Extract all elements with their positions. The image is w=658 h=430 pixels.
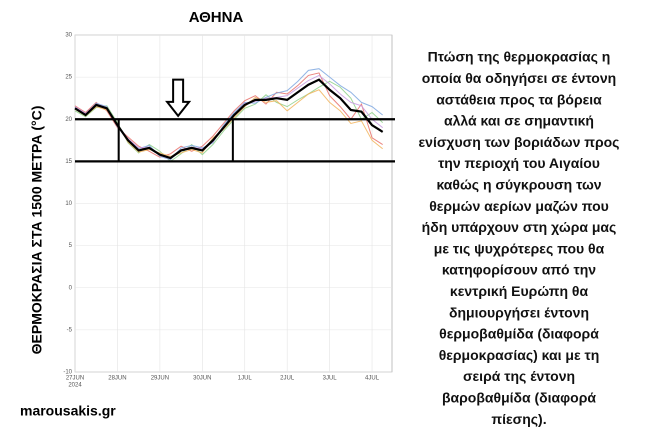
side-text-line: ενίσχυση των βοριάδων προς <box>419 134 620 150</box>
side-text-line: αστάθεια προς τα βόρεια <box>436 91 602 107</box>
side-text-line: αλλά και σε σημαντική <box>444 113 594 129</box>
side-text-line: δημιουργήσει έντονη <box>449 304 589 320</box>
y-tick-label: -5 <box>67 327 73 333</box>
x-tick-label: 3JUL <box>323 376 338 382</box>
x-tick-label: 27JUN <box>66 376 84 382</box>
y-tick-label: 5 <box>69 243 73 249</box>
watermark: marousakis.gr <box>20 403 116 419</box>
side-text-line: κεντρική Ευρώπη θα <box>450 283 589 299</box>
y-axis-label: ΘΕΡΜΟΚΡΑΣΙΑ ΣΤΑ 1500 ΜΕΤΡΑ (°C) <box>29 106 45 355</box>
member-line <box>74 72 383 158</box>
side-text-line: θερμοβαθμίδα (διαφορά <box>439 326 599 342</box>
side-text-line: ήδη υπάρχουν στη χώρα μας <box>422 219 617 235</box>
y-tick-label: 25 <box>65 75 72 81</box>
x-tick-label: 1JUL <box>238 376 253 382</box>
y-tick-label: 0 <box>69 285 73 291</box>
side-text-line: σειρά της έντονη <box>463 368 575 384</box>
x-tick-label: 28JUN <box>108 376 126 382</box>
y-tick-label: -10 <box>63 370 72 376</box>
x-tick-label: 29JUN <box>151 376 169 382</box>
mean-line <box>74 78 384 160</box>
y-tick-label: 20 <box>65 117 72 123</box>
arrow <box>165 78 192 118</box>
side-text-line: Πτώση της θερμοκρασίας η <box>428 49 611 65</box>
side-text-line: βαροβαθμίδα (διαφορά <box>442 390 596 406</box>
x-tick-label: 30JUN <box>193 376 211 382</box>
x-tick-label: 4JUL <box>365 376 380 382</box>
y-tick-label: 10 <box>65 201 72 207</box>
side-text-line: την περιοχή του Αιγαίου <box>438 155 600 171</box>
y-tick-label: 15 <box>65 159 72 165</box>
x-tick-label: 2JUL <box>280 376 295 382</box>
side-text-line: με τις ψυχρότερες που θα <box>434 240 605 256</box>
x-year-label: 2024 <box>68 383 82 389</box>
side-text-line: θερμών αερίων μαζών που <box>429 198 609 214</box>
y-tick-label: 30 <box>65 33 72 39</box>
side-text-line: κατηφορίσουν από την <box>442 262 596 278</box>
chart-title: ΑΘΗΝΑ <box>189 9 244 26</box>
side-text-line: οποία θα οδηγήσει σε έντονη <box>422 70 616 86</box>
side-text-line: καθώς η σύγκρουση των <box>436 177 601 193</box>
side-text-line: πίεσης). <box>491 411 546 427</box>
side-text-line: θερμοκρασίας) και με τη <box>439 347 600 363</box>
